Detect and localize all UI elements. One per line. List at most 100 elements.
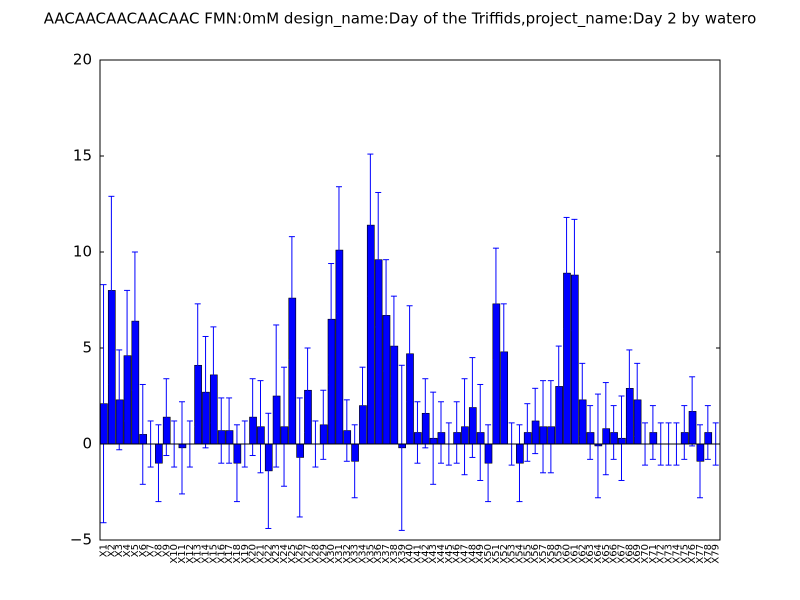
x-tick-label: X43 [428, 544, 439, 564]
x-tick-label: X65 [601, 544, 612, 564]
error-bar [233, 424, 240, 503]
x-tick-label: X48 [467, 544, 478, 564]
error-bar [265, 412, 272, 529]
x-tick-label: X72 [656, 544, 667, 564]
x-tick-label: X70 [640, 544, 651, 564]
error-bar [398, 364, 405, 531]
error-bar [634, 362, 641, 437]
x-tick-label: X73 [664, 544, 675, 564]
error-bar [532, 387, 539, 455]
x-tick-label: X22 [263, 544, 274, 564]
x-tick-label: X34 [358, 544, 369, 564]
x-tick-label: X62 [577, 544, 588, 564]
error-bar [179, 401, 186, 495]
error-bar [689, 376, 696, 447]
x-tick-label: X47 [460, 544, 471, 564]
x-tick-label: X2 [106, 544, 117, 557]
x-tick-label: X12 [185, 544, 196, 564]
error-bar [414, 401, 421, 464]
x-tick-label: X46 [452, 544, 463, 564]
error-bar [594, 393, 601, 499]
x-tick-label: X75 [679, 544, 690, 564]
y-tick-label: 5 [82, 339, 92, 357]
error-bar [257, 380, 264, 474]
x-tick-label: X40 [405, 544, 416, 564]
x-tick-label: X1 [99, 544, 110, 557]
error-bar [375, 191, 382, 328]
error-bar [602, 382, 609, 476]
x-tick-label: X64 [593, 544, 604, 564]
x-tick-label: X9 [161, 544, 172, 557]
x-tick-label: X24 [279, 544, 290, 564]
x-tick-label: X74 [671, 544, 682, 564]
x-tick-label: X39 [397, 544, 408, 564]
error-bar [610, 405, 617, 460]
plot-frame [99, 59, 721, 541]
error-bar [343, 399, 350, 462]
x-tick-label: X30 [326, 544, 337, 564]
x-tick-label: X55 [522, 544, 533, 564]
x-tick-label: X57 [538, 544, 549, 564]
error-bar [155, 424, 162, 503]
x-tick-label: X51 [491, 544, 502, 564]
error-bar [163, 378, 170, 457]
x-tick-label: X10 [169, 544, 180, 564]
x-tick-label: X31 [334, 544, 345, 564]
error-bar [681, 405, 688, 460]
x-tick-label: X53 [507, 544, 518, 564]
x-tick-label: X29 [318, 544, 329, 564]
x-tick-label: X4 [122, 544, 133, 557]
x-tick-label: X38 [389, 544, 400, 564]
x-tick-label: X49 [475, 544, 486, 564]
error-bar [210, 326, 217, 424]
x-tick-label: X44 [436, 544, 447, 564]
error-bar [108, 195, 115, 385]
error-bar [296, 397, 303, 518]
x-tick-label: X54 [514, 544, 525, 564]
x-tick-label: X59 [554, 544, 565, 564]
error-bar [430, 391, 437, 485]
x-tick-label: X71 [648, 544, 659, 564]
x-tick-label: X15 [208, 544, 219, 564]
x-tick-label: X23 [271, 544, 282, 564]
error-bar [563, 216, 570, 330]
x-tick-label: X61 [569, 544, 580, 564]
error-bar [288, 236, 295, 361]
error-bar [626, 349, 633, 428]
error-bar [100, 284, 107, 524]
error-bar [453, 401, 460, 464]
x-tick-label: X32 [342, 544, 353, 564]
x-tick-label: X14 [201, 544, 212, 564]
error-bar [406, 305, 413, 403]
error-bar [320, 389, 327, 460]
error-bar [139, 383, 146, 485]
error-bar [226, 397, 233, 464]
y-tick-label: 10 [73, 243, 92, 261]
error-bar [469, 357, 476, 458]
y-tick-label: 15 [73, 147, 92, 165]
x-tick-label: X52 [499, 544, 510, 564]
x-tick-label: X37 [381, 544, 392, 564]
error-bar [390, 295, 397, 397]
error-bar [547, 380, 554, 474]
error-bar [649, 405, 656, 460]
x-tick-label: X28 [310, 544, 321, 564]
x-tick-label: X69 [632, 544, 643, 564]
x-tick-label: X60 [562, 544, 573, 564]
x-tick-label: X58 [546, 544, 557, 564]
error-bar [571, 218, 578, 332]
x-tick-label: X11 [177, 544, 188, 564]
error-bar [383, 259, 390, 372]
x-tick-label: X77 [695, 544, 706, 564]
x-tick-label: X5 [130, 544, 141, 557]
chart-title: AACAACAACAACAAC FMN:0mM design_name:Day … [44, 10, 757, 29]
x-tick-label: X25 [287, 544, 298, 564]
error-bar [335, 186, 342, 314]
error-bar [367, 153, 374, 297]
error-bar [438, 401, 444, 464]
x-tick-label: X36 [373, 544, 384, 564]
x-tick-label: X67 [617, 544, 628, 564]
error-bar [477, 383, 484, 481]
